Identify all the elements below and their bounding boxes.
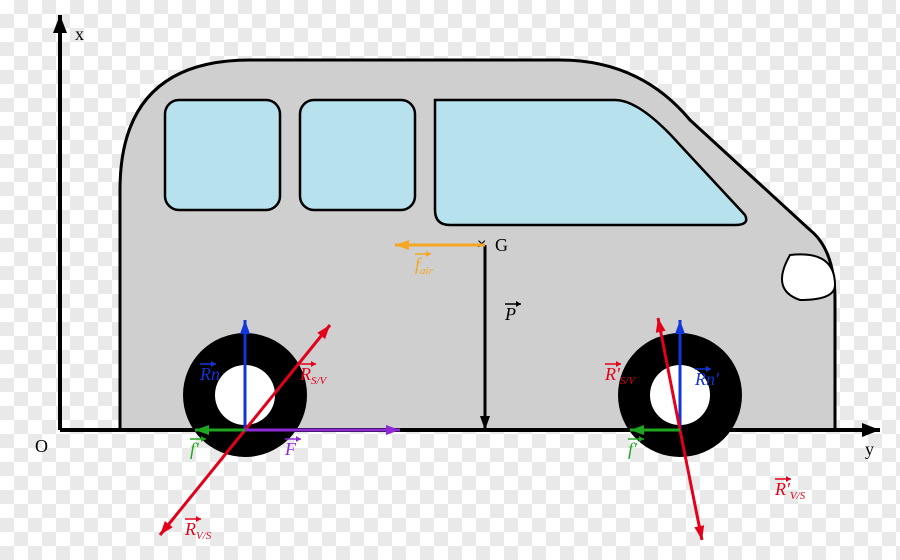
svg-text:P: P bbox=[504, 304, 516, 324]
svg-text:f': f' bbox=[190, 439, 200, 459]
vector-R_vs_rear-label: RV/S bbox=[184, 516, 212, 542]
van bbox=[120, 60, 835, 457]
svg-text:Rn': Rn' bbox=[694, 369, 720, 389]
axis-x-head bbox=[53, 15, 67, 33]
svg-text:f': f' bbox=[628, 439, 638, 459]
van-window-0 bbox=[165, 100, 280, 210]
axis-y-label: y bbox=[865, 439, 874, 459]
svg-text:R'V/S: R'V/S bbox=[774, 479, 806, 502]
van-window-1 bbox=[300, 100, 415, 210]
svg-text:RV/S: RV/S bbox=[184, 519, 212, 542]
axis-origin-label: O bbox=[35, 436, 48, 456]
vector-fp_front-label: f' bbox=[628, 436, 644, 459]
vector-F_drive-label: F bbox=[284, 436, 301, 459]
point-g-label: G bbox=[495, 235, 508, 255]
vector-R_vs_rear bbox=[160, 430, 245, 535]
vector-Rn_rear-label: Rn bbox=[199, 361, 220, 384]
axis-y-head bbox=[862, 423, 880, 437]
axis-x-label: x bbox=[75, 24, 84, 44]
vector-Rn_front-label: Rn' bbox=[694, 366, 720, 389]
svg-text:Rn: Rn bbox=[199, 364, 220, 384]
svg-text:F: F bbox=[284, 439, 297, 459]
vector-f_rear-label: f' bbox=[190, 436, 206, 459]
vector-Rp_vs_front-label: R'V/S bbox=[774, 476, 806, 502]
